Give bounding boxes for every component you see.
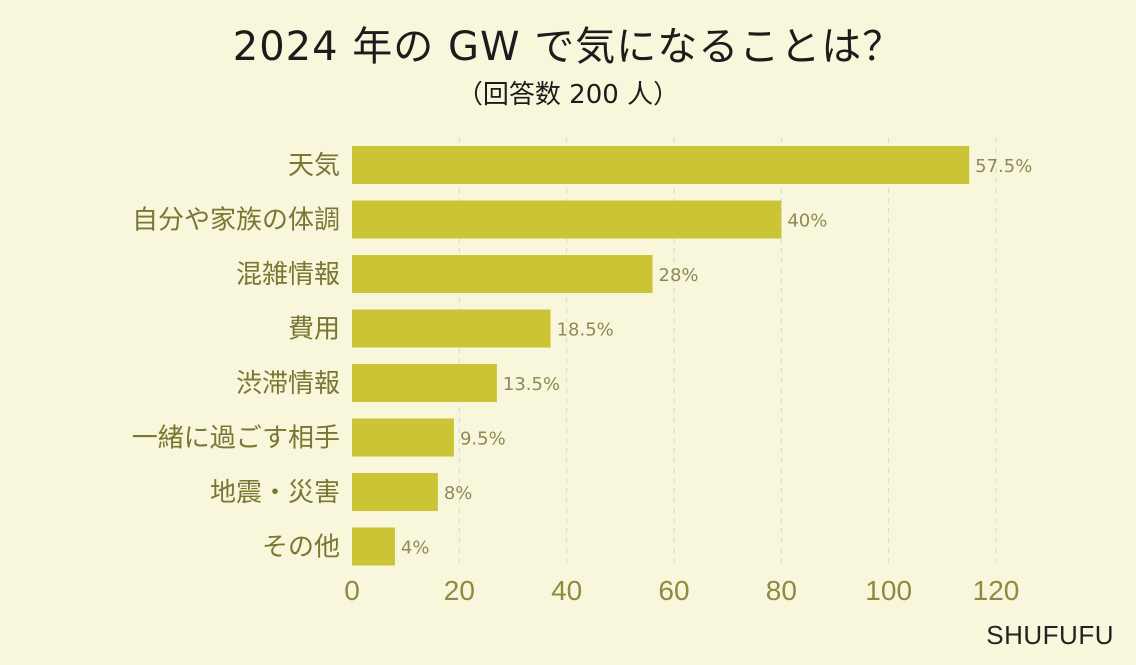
- x-tick-label: 20: [444, 575, 475, 606]
- bar: [352, 364, 497, 402]
- bars-layer: [352, 146, 970, 566]
- chart-title: 2024 年の GW で気になることは？: [232, 24, 904, 70]
- watermark: SHUFUFU: [986, 620, 1114, 650]
- x-tick-label: 100: [865, 575, 912, 606]
- bar: [352, 309, 551, 348]
- chart-subtitle: （回答数 200 人）: [456, 80, 680, 110]
- bar: [352, 200, 782, 239]
- x-tick-label: 40: [551, 575, 582, 606]
- x-tick-label: 80: [766, 575, 797, 606]
- value-label: 40%: [787, 211, 827, 232]
- value-label: 9.5%: [460, 429, 506, 450]
- bar: [352, 146, 970, 184]
- x-tick-label: 60: [658, 575, 689, 606]
- value-label: 18.5%: [557, 320, 614, 341]
- x-tick-label: 0: [344, 575, 360, 606]
- value-label: 8%: [444, 483, 473, 504]
- category-label: 渋滞情報: [236, 369, 340, 399]
- value-label: 13.5%: [503, 374, 560, 395]
- category-label: 混雑情報: [236, 260, 340, 290]
- category-label: 自分や家族の体調: [132, 206, 340, 236]
- bar: [352, 527, 395, 566]
- category-label: 天気: [288, 151, 340, 181]
- value-label: 4%: [401, 538, 430, 559]
- bar: [352, 473, 438, 511]
- category-label: 一緒に過ごす相手: [132, 424, 340, 454]
- value-label: 28%: [659, 265, 699, 286]
- labels-layer: 0 20 40 60 80 100 120 天気 57.5% 自分や家族の体調 40% 混雑情報 28%…: [132, 151, 1033, 606]
- category-label: その他: [262, 533, 340, 563]
- bar: [352, 418, 454, 457]
- bar: [352, 255, 653, 293]
- x-tick-label: 120: [973, 575, 1020, 606]
- value-label: 57.5%: [975, 156, 1032, 177]
- category-label: 地震・災害: [210, 478, 340, 508]
- category-label: 費用: [288, 315, 340, 345]
